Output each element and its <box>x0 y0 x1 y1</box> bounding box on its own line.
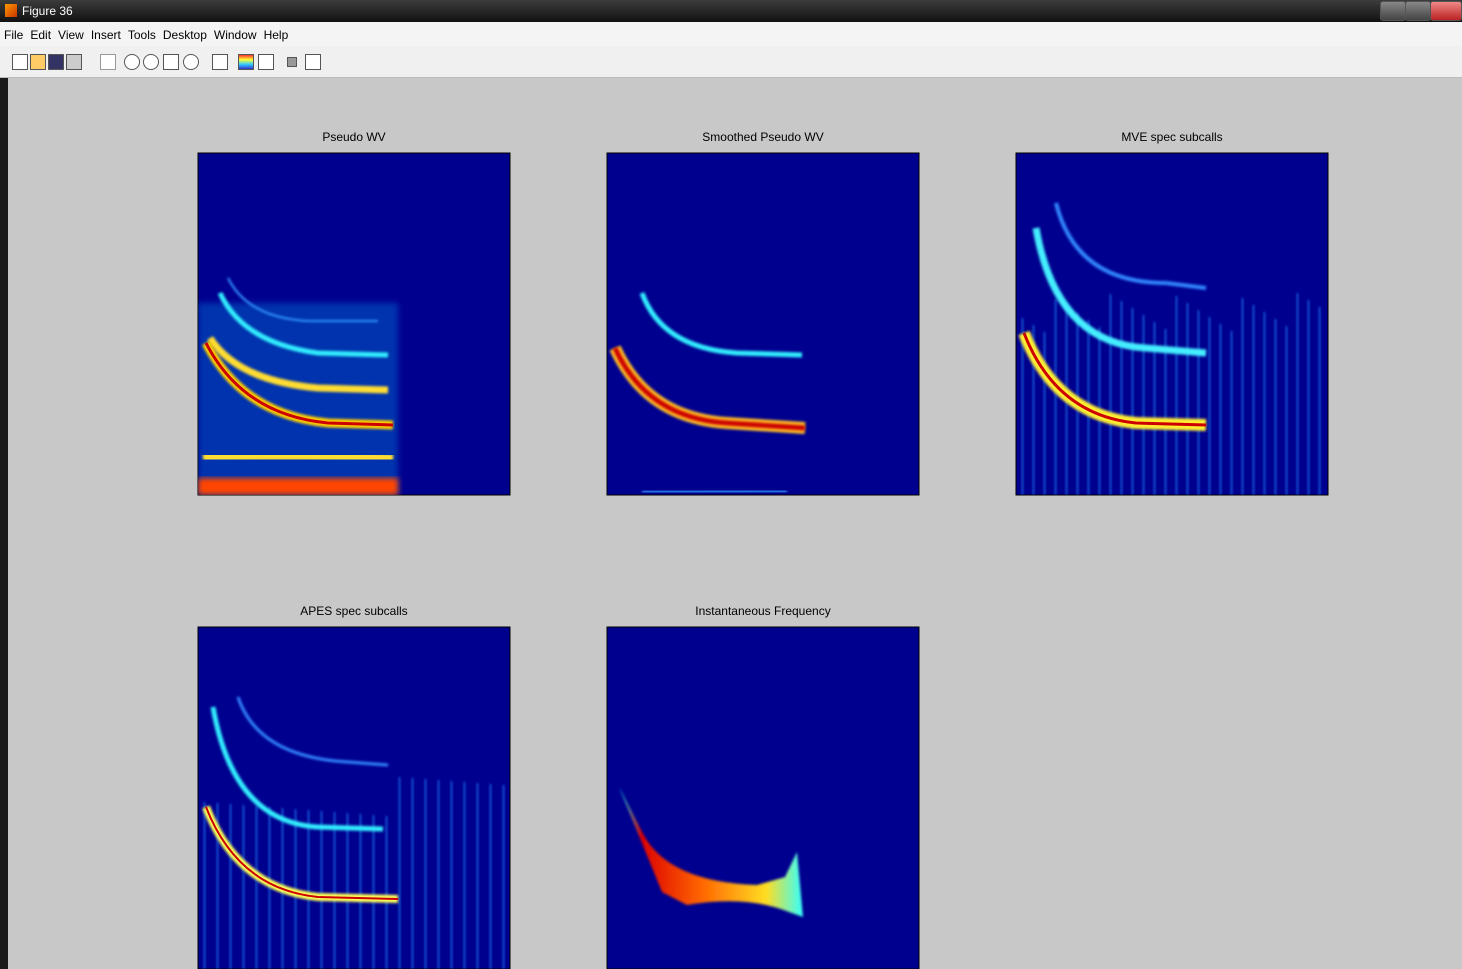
menu-item[interactable]: Help <box>260 22 292 42</box>
plot-background <box>1016 153 1328 495</box>
plot-title: APES spec subcalls <box>300 604 407 618</box>
tool-colorbar[interactable] <box>238 54 254 70</box>
streak <box>385 816 388 969</box>
streak <box>359 814 362 969</box>
streak <box>1285 326 1288 495</box>
streak <box>502 785 505 969</box>
streak <box>1219 324 1222 495</box>
spectral-ridge <box>642 491 787 492</box>
streak <box>450 781 453 969</box>
spectrogram <box>198 278 398 495</box>
axes <box>607 627 919 969</box>
streak <box>476 783 479 969</box>
streak <box>307 810 310 969</box>
streak <box>424 779 427 969</box>
tool-open[interactable] <box>30 54 46 70</box>
tool-print[interactable] <box>66 54 82 70</box>
menu-item[interactable]: View <box>54 22 87 42</box>
streak <box>1186 303 1189 495</box>
streak <box>229 804 232 969</box>
menu-item[interactable]: Desktop <box>159 22 210 42</box>
tool-new[interactable] <box>12 54 28 70</box>
menu-item[interactable]: File <box>0 22 26 42</box>
tool-rotate[interactable] <box>183 54 199 70</box>
axes <box>198 153 510 495</box>
plot-title: Smoothed Pseudo WV <box>702 130 823 144</box>
streak <box>255 806 258 969</box>
streak <box>1263 312 1266 495</box>
tool-select[interactable] <box>100 54 116 70</box>
streak <box>1274 319 1277 495</box>
tool-show[interactable] <box>305 54 321 70</box>
streak <box>463 782 466 969</box>
plots: Pseudo WV Smoothed Pseudo WV MVE spec subc… <box>8 78 1462 969</box>
streak <box>372 815 375 969</box>
minimize-button[interactable] <box>1380 1 1406 21</box>
spectral-ridge <box>203 456 393 459</box>
menu-item[interactable]: Window <box>210 22 260 42</box>
tool-zoom-out[interactable] <box>143 54 159 70</box>
streak <box>242 805 245 969</box>
title-bar: Figure 36 <box>0 0 1462 22</box>
streak <box>398 777 401 969</box>
energy-field <box>198 478 398 495</box>
menu-item[interactable]: Insert <box>87 22 124 42</box>
tool-save[interactable] <box>48 54 64 70</box>
streak <box>1164 329 1167 495</box>
streak <box>1142 315 1145 495</box>
app-icon <box>5 4 17 17</box>
axes <box>607 153 919 495</box>
streak <box>1208 317 1211 495</box>
streak <box>1307 300 1310 495</box>
streak <box>1175 296 1178 495</box>
tool-legend[interactable] <box>258 54 274 70</box>
streak <box>1109 294 1112 495</box>
tool-hide[interactable] <box>287 57 297 67</box>
streak <box>346 813 349 969</box>
streak <box>1054 299 1057 495</box>
streak <box>437 780 440 969</box>
figure-window: Figure 36 FileEditViewInsertToolsDesktop… <box>0 0 1462 969</box>
toolbar <box>0 46 1462 78</box>
window-title: Figure 36 <box>22 4 73 18</box>
streak <box>1230 331 1233 495</box>
figure-area: Pseudo WV Smoothed Pseudo WV MVE spec subc… <box>8 78 1462 969</box>
close-button[interactable] <box>1430 1 1462 21</box>
streak <box>1120 301 1123 495</box>
streak <box>1197 310 1200 495</box>
streak <box>1252 305 1255 495</box>
streak <box>320 811 323 969</box>
streak <box>1131 308 1134 495</box>
streak <box>411 778 414 969</box>
streak <box>1241 298 1244 495</box>
streak <box>1318 307 1321 495</box>
streak <box>333 812 336 969</box>
plot-background <box>607 153 919 495</box>
plot-title: Pseudo WV <box>322 130 385 144</box>
plot-title: MVE spec subcalls <box>1121 130 1222 144</box>
axes <box>198 627 510 969</box>
menu-item[interactable]: Tools <box>124 22 159 42</box>
streak <box>1043 332 1046 495</box>
streak <box>489 784 492 969</box>
plot-background <box>607 627 919 969</box>
tool-zoom-in[interactable] <box>124 54 140 70</box>
streak <box>1296 293 1299 495</box>
tool-pan[interactable] <box>163 54 179 70</box>
menu-item[interactable]: Edit <box>26 22 54 42</box>
plot-title: Instantaneous Frequency <box>695 604 830 618</box>
tool-datacursor[interactable] <box>212 54 228 70</box>
streak <box>203 802 206 969</box>
maximize-button[interactable] <box>1405 1 1431 21</box>
axes <box>1016 153 1328 495</box>
energy-field <box>198 303 398 495</box>
